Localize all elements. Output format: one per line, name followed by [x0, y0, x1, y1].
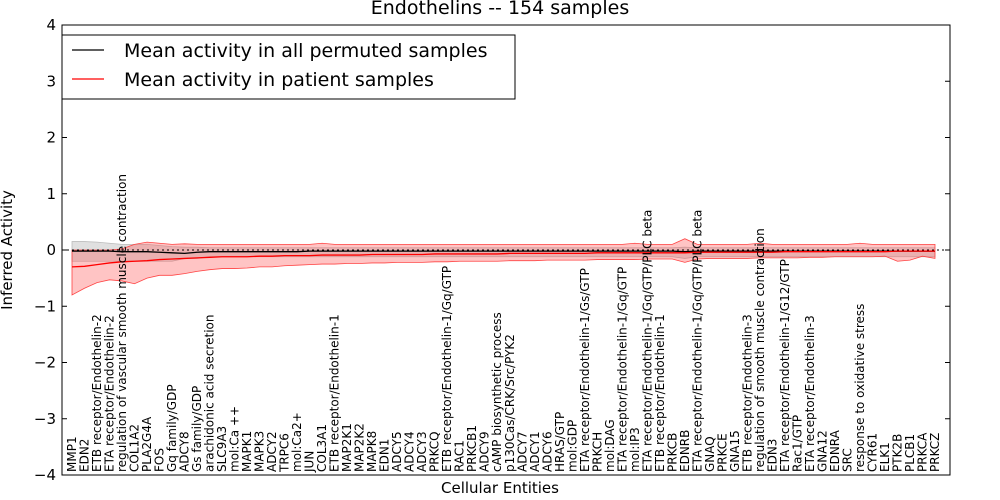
entity-label: SRC — [840, 448, 854, 472]
y-tick-label: −1 — [34, 297, 56, 315]
entity-label: CYR61 — [865, 433, 879, 472]
entity-label: PRKCE — [715, 433, 729, 472]
entity-label: ADCY8 — [178, 431, 192, 472]
entity-label: ETA receptor/Endothelin-1/Gq/GTP/PLC bet… — [690, 210, 704, 472]
entity-label: Gs family/GDP — [190, 386, 204, 472]
entity-label: ETA receptor/Endothelin-1/G12/GTP — [778, 259, 792, 472]
entity-label: response to oxidative stress — [853, 304, 867, 472]
legend: Mean activity in all permuted samples Mea… — [61, 34, 516, 100]
entity-label: regulation of vascular smooth muscle con… — [115, 174, 129, 472]
entity-label: PRKCB1 — [465, 425, 479, 472]
line-series-2 — [71, 250, 935, 268]
entity-label: ADCY3 — [415, 431, 429, 472]
entity-label: PLCB1 — [903, 434, 917, 472]
entity-label: ADCY2 — [265, 431, 279, 472]
y-tick-label: 3 — [46, 72, 56, 90]
entity-label: PRKCH — [590, 432, 604, 472]
entity-label: ETB receptor/Endothelin-3 — [740, 314, 754, 472]
entity-label: ETA receptor/Endothelin-1/Gq/GTP/PLC bet… — [640, 210, 654, 472]
entity-label: GNAQ — [703, 436, 717, 472]
entity-label: ETA receptor/Endothelin-2 — [103, 315, 117, 472]
legend-label-1: Mean activity in all permuted samples — [124, 40, 487, 62]
entity-label: MAPK1 — [240, 431, 254, 472]
entity-label: ADCY9 — [478, 431, 492, 472]
entity-label: SLC9A3 — [215, 426, 229, 472]
entity-label: EDN2 — [78, 439, 92, 472]
entity-label: EDNRA — [828, 429, 842, 472]
entity-label: ADCY1 — [528, 431, 542, 472]
entity-label: mol:Ca ++ — [228, 406, 242, 472]
entity-label: ADCY7 — [515, 431, 529, 472]
entity-label: Gq family/GDP — [165, 384, 179, 472]
y-tick-label: 2 — [46, 129, 56, 147]
series-lines — [71, 250, 935, 268]
entity-label: GNA15 — [728, 430, 742, 472]
entity-label: ETB receptor/Endothelin-1 — [653, 314, 667, 472]
entity-label: PRKCZ — [928, 433, 942, 472]
entity-label: MMP1 — [65, 436, 79, 472]
entity-label: EDNRB — [678, 430, 692, 472]
entity-label: RAC1 — [453, 440, 467, 472]
entity-label: regulation of smooth muscle contraction — [753, 228, 767, 472]
y-tick-label: −4 — [34, 466, 56, 484]
y-tick-label: 4 — [46, 16, 56, 34]
entity-label: GNA12 — [815, 430, 829, 472]
entity-label: EDN3 — [765, 439, 779, 472]
entity-label: mol:DAG — [603, 419, 617, 472]
entity-label: HRAS/GTP — [553, 412, 567, 472]
entity-label: ETB receptor/Endothelin-1/Gq/GTP — [440, 266, 454, 472]
entity-label: arachidonic acid secretion — [203, 315, 217, 472]
entity-label: COL3A1 — [315, 424, 329, 472]
entity-label: PTK2B — [890, 434, 904, 472]
entity-label: ETA receptor/Endothelin-1/Gq/GTP — [615, 267, 629, 472]
entity-label: ADCY6 — [540, 431, 554, 472]
entity-label: p130Cas/CRK/Src/PYK2 — [503, 334, 517, 472]
entity-label: ADCY4 — [403, 431, 417, 472]
entity-label: mol:IP3 — [628, 427, 642, 472]
y-tick-label: −2 — [34, 354, 56, 372]
entity-label: PRKCA — [915, 432, 929, 472]
entity-label: ETB receptor/Endothelin-2 — [90, 314, 104, 472]
entity-label: PRKCB — [665, 433, 679, 472]
entity-label: COL1A2 — [128, 424, 142, 472]
entity-label: mol:GDP — [565, 420, 579, 472]
y-axis-label: Inferred Activity — [0, 190, 16, 310]
legend-box — [61, 34, 516, 100]
entity-label: PRKCQ — [428, 431, 442, 472]
entity-label: TRPC6 — [278, 433, 292, 473]
entity-label: ELK1 — [878, 442, 892, 472]
entity-label: MAP2K2 — [353, 423, 367, 472]
entity-label: ETA receptor/Endothelin-3 — [803, 315, 817, 472]
entity-label: JUN — [303, 451, 317, 473]
entity-label: ADCY5 — [390, 431, 404, 472]
entity-label: MAPK3 — [253, 431, 267, 472]
entity-label: MAPK8 — [365, 431, 379, 472]
entity-label: cAMP biosynthetic process — [490, 312, 504, 472]
entity-label: MAP2K1 — [340, 423, 354, 472]
y-axis-ticks: 4 3 2 1 0 −1 −2 −3 −4 — [34, 16, 950, 484]
entity-label: Rac1/GTP — [790, 415, 804, 472]
entity-label: ETA receptor/Endothelin-1/Gs/GTP — [578, 268, 592, 472]
entity-label: FOS — [153, 448, 167, 472]
y-tick-label: 1 — [46, 185, 56, 203]
entity-label: EDN1 — [378, 439, 392, 472]
entity-label: PLA2G4A — [140, 416, 154, 472]
entity-label: mol:Ca2+ — [290, 412, 304, 472]
y-tick-label: −3 — [34, 410, 56, 428]
entity-label: ETB receptor/Endothelin-1 — [328, 314, 342, 472]
legend-label-2: Mean activity in patient samples — [124, 69, 434, 91]
y-tick-label: 0 — [46, 241, 56, 259]
x-axis-label: Cellular Entities — [441, 479, 559, 497]
chart-title: Endothelins -- 154 samples — [371, 0, 630, 19]
